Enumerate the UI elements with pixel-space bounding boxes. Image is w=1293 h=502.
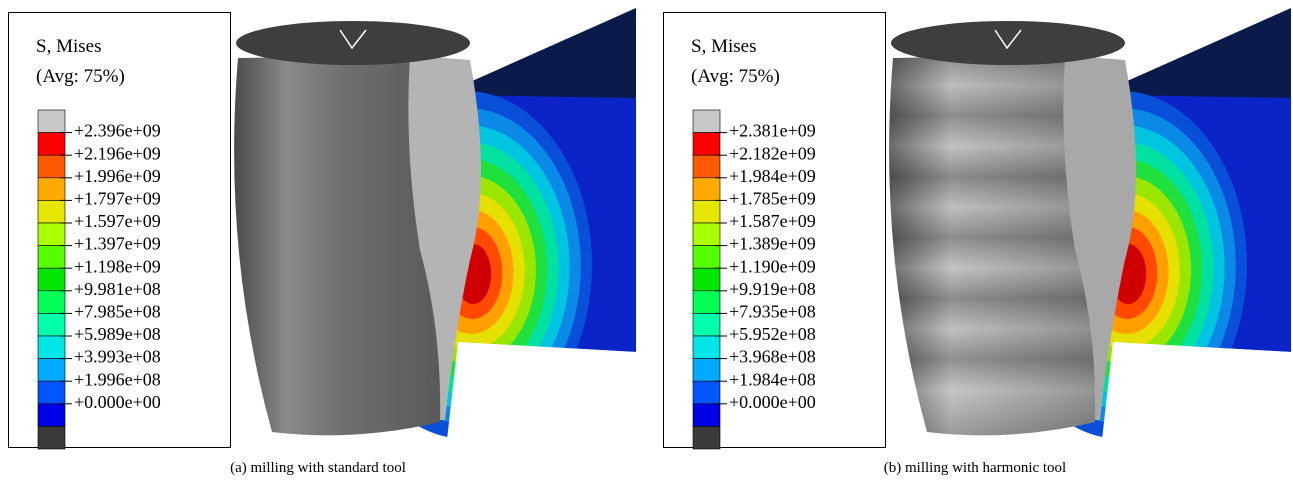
legend-label: +3.968e+08 [729, 347, 816, 367]
color-swatch [693, 200, 720, 223]
panel: S, Mises (Avg: 75%) +2.396e+09+2.196e+09 +1… [9, 8, 637, 502]
legend-label: +1.785e+09 [729, 189, 816, 209]
color-swatch [38, 313, 65, 336]
caption: (a) milling with standard tool [230, 460, 406, 476]
color-swatch [693, 313, 720, 336]
color-swatch [693, 426, 720, 449]
color-swatch [693, 223, 720, 246]
mask [1095, 342, 1291, 502]
legend-label: +1.984e+08 [729, 369, 816, 389]
figure: S, Mises (Avg: 75%) +2.396e+09+2.196e+09 +1… [0, 0, 1293, 502]
color-swatch [38, 336, 65, 359]
mask [440, 342, 636, 502]
color-swatch [38, 381, 65, 404]
legend-label: +7.935e+08 [729, 302, 816, 322]
caption: (b) milling with harmonic tool [884, 460, 1066, 476]
legend-label: +1.587e+09 [729, 211, 816, 231]
color-swatch [38, 110, 65, 133]
legend-label: +1.190e+09 [729, 256, 816, 276]
color-swatch [693, 336, 720, 359]
legend-label: +9.981e+08 [74, 279, 161, 299]
color-swatch [38, 291, 65, 314]
color-swatch [38, 223, 65, 246]
legend-label: +2.182e+09 [729, 143, 816, 163]
legend-subtitle: (Avg: 75%) [36, 66, 125, 87]
color-swatch [38, 200, 65, 223]
color-swatch [693, 359, 720, 382]
legend-label: +0.000e+00 [729, 392, 816, 412]
color-swatch [693, 268, 720, 291]
legend-label: +1.389e+09 [729, 234, 816, 254]
legend-subtitle: (Avg: 75%) [691, 66, 780, 87]
legend: S, Mises (Avg: 75%) +2.381e+09+2.182e+09 +1… [664, 13, 886, 450]
color-swatch [38, 359, 65, 382]
color-swatch [38, 426, 65, 449]
color-swatch [693, 291, 720, 314]
legend-label: +0.000e+00 [74, 392, 161, 412]
legend-label: +1.984e+09 [729, 166, 816, 186]
legend-label: +1.397e+09 [74, 234, 161, 254]
color-swatch [38, 133, 65, 156]
color-swatch [693, 133, 720, 156]
legend-label: +5.989e+08 [74, 324, 161, 344]
legend-label: +9.919e+08 [729, 279, 816, 299]
color-swatch [38, 178, 65, 201]
legend-label: +1.597e+09 [74, 211, 161, 231]
legend-title: S, Mises [36, 36, 101, 57]
tool-top [236, 21, 470, 65]
legend-label: +2.381e+09 [729, 121, 816, 141]
color-swatch [693, 155, 720, 178]
legend-label: +2.196e+09 [74, 143, 161, 163]
color-swatch [38, 155, 65, 178]
tool-top [891, 21, 1125, 65]
color-swatch [693, 178, 720, 201]
legend-label: +7.985e+08 [74, 302, 161, 322]
legend-label: +3.993e+08 [74, 347, 161, 367]
color-swatch [693, 110, 720, 133]
panel: S, Mises (Avg: 75%) +2.381e+09+2.182e+09 +1… [664, 8, 1292, 502]
fem-scene [234, 8, 636, 502]
legend-label: +1.996e+09 [74, 166, 161, 186]
legend-title: S, Mises [691, 36, 756, 57]
legend: S, Mises (Avg: 75%) +2.396e+09+2.196e+09 +1… [9, 13, 231, 450]
legend-label: +5.952e+08 [729, 324, 816, 344]
legend-label: +1.198e+09 [74, 256, 161, 276]
legend-label: +2.396e+09 [74, 121, 161, 141]
color-swatch [693, 381, 720, 404]
fem-scene [889, 8, 1291, 502]
legend-label: +1.797e+09 [74, 189, 161, 209]
color-swatch [38, 268, 65, 291]
legend-label: +1.996e+08 [74, 369, 161, 389]
color-swatch [38, 246, 65, 269]
color-swatch [38, 404, 65, 427]
workpiece-top [470, 8, 636, 102]
workpiece-top [1125, 8, 1291, 102]
color-swatch [693, 404, 720, 427]
color-swatch [693, 246, 720, 269]
